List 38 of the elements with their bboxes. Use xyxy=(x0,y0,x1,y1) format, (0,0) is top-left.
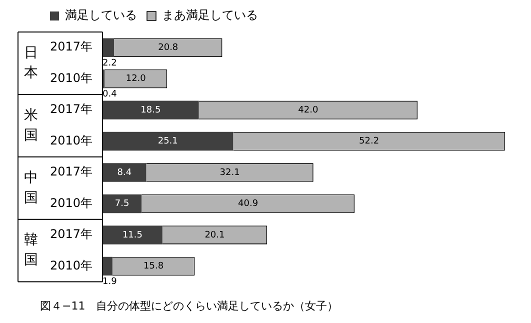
text: 韓国 xyxy=(24,232,38,268)
bar xyxy=(102,256,112,276)
y-tick-label: 2010年 xyxy=(50,258,93,272)
data-label: 42.0 xyxy=(298,105,318,116)
text: 中国 xyxy=(24,170,38,206)
bar xyxy=(102,132,234,151)
bar xyxy=(102,100,199,120)
data-label: 25.1 xyxy=(158,136,178,147)
y-tick-label: 2017年 xyxy=(50,164,93,179)
text: 図４−11 自分の体型にどのくらい満足しているか（女子） xyxy=(40,299,338,312)
data-label: 20.1 xyxy=(204,230,225,240)
data-label: 15.8 xyxy=(144,262,164,272)
legend-label: 満足している xyxy=(65,8,137,22)
y-tick-label: 2017年 xyxy=(50,102,93,116)
bar xyxy=(102,226,162,244)
data-label: 2.2 xyxy=(102,58,117,68)
text: 日本 xyxy=(24,44,38,81)
data-label: 18.5 xyxy=(140,105,161,116)
y-tick-label: 2017年 xyxy=(50,40,93,54)
text: 米国 xyxy=(24,107,38,144)
data-label: 8.4 xyxy=(117,168,132,178)
y-tick-label: 2010年 xyxy=(50,133,93,148)
data-label: 32.1 xyxy=(220,168,240,178)
data-label: 0.4 xyxy=(102,90,118,100)
data-label: 12.0 xyxy=(126,74,146,84)
bar xyxy=(102,163,146,182)
bar xyxy=(102,38,114,57)
data-label: 7.5 xyxy=(114,199,130,210)
legend-label: まあ満足している xyxy=(162,8,258,22)
data-label: 11.5 xyxy=(122,230,142,240)
data-label: 20.8 xyxy=(158,42,178,53)
bar xyxy=(102,194,142,214)
data-label: 52.2 xyxy=(359,136,380,147)
y-tick-label: 2010年 xyxy=(50,196,93,210)
data-label: 40.9 xyxy=(238,199,258,210)
y-tick-label: 2010年 xyxy=(50,70,93,85)
y-tick-label: 2017年 xyxy=(50,227,93,242)
data-label: 1.9 xyxy=(102,276,118,287)
